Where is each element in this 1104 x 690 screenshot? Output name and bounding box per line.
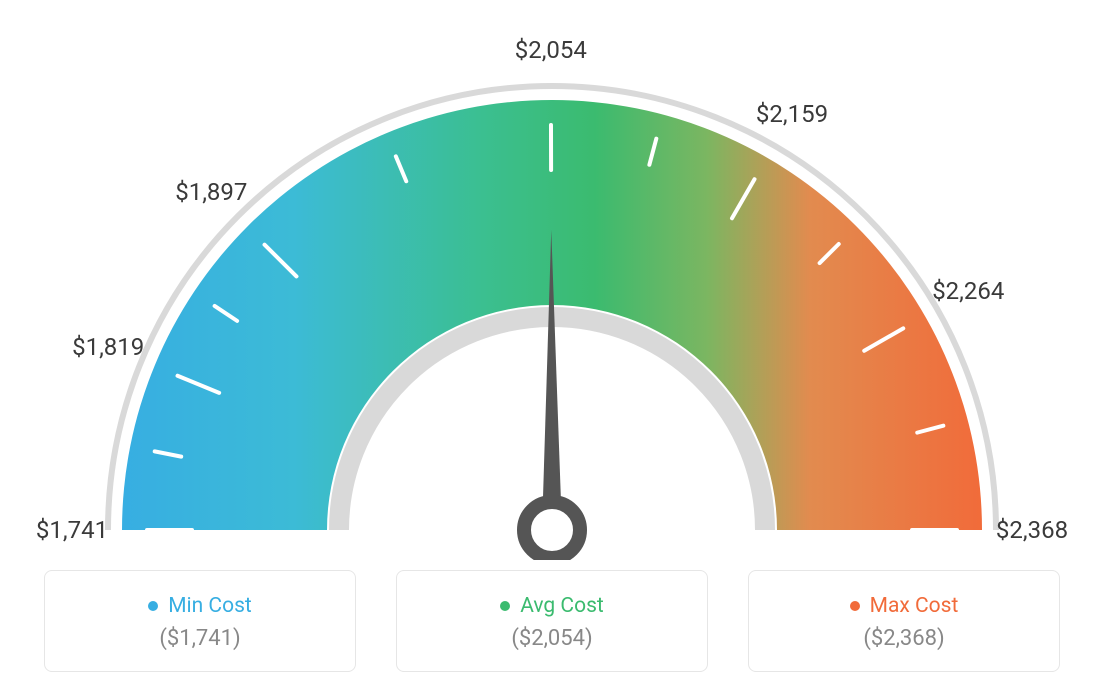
- min-cost-value: ($1,741): [159, 626, 240, 651]
- min-cost-label: Min Cost: [168, 594, 252, 618]
- min-cost-header: Min Cost: [148, 594, 252, 618]
- gauge-cost-chart: $1,741 $1,819 $1,897 $2,054 $2,159 $2,264 $2,3…: [0, 0, 1104, 690]
- gauge-tick-label: $1,741: [36, 516, 108, 544]
- gauge-tick-label: $2,054: [515, 36, 587, 64]
- max-cost-header: Max Cost: [850, 594, 959, 618]
- gauge-area: $1,741 $1,819 $1,897 $2,054 $2,159 $2,264 $2,3…: [0, 0, 1104, 560]
- min-dot-icon: [148, 601, 158, 611]
- max-cost-label: Max Cost: [870, 594, 959, 618]
- max-dot-icon: [850, 601, 860, 611]
- gauge-tick-label: $2,264: [932, 277, 1004, 305]
- avg-cost-label: Avg Cost: [520, 594, 604, 618]
- max-cost-card: Max Cost ($2,368): [748, 570, 1060, 672]
- gauge-tick-label: $2,368: [996, 516, 1068, 544]
- max-cost-value: ($2,368): [863, 626, 944, 651]
- avg-cost-header: Avg Cost: [500, 594, 604, 618]
- gauge-tick-label: $1,819: [72, 333, 144, 361]
- avg-cost-card: Avg Cost ($2,054): [396, 570, 708, 672]
- avg-dot-icon: [500, 601, 510, 611]
- summary-cards: Min Cost ($1,741) Avg Cost ($2,054) Max …: [0, 570, 1104, 690]
- gauge-tick-label: $1,897: [175, 178, 247, 206]
- gauge-tick-label: $2,159: [756, 100, 828, 128]
- min-cost-card: Min Cost ($1,741): [44, 570, 356, 672]
- avg-cost-value: ($2,054): [511, 626, 592, 651]
